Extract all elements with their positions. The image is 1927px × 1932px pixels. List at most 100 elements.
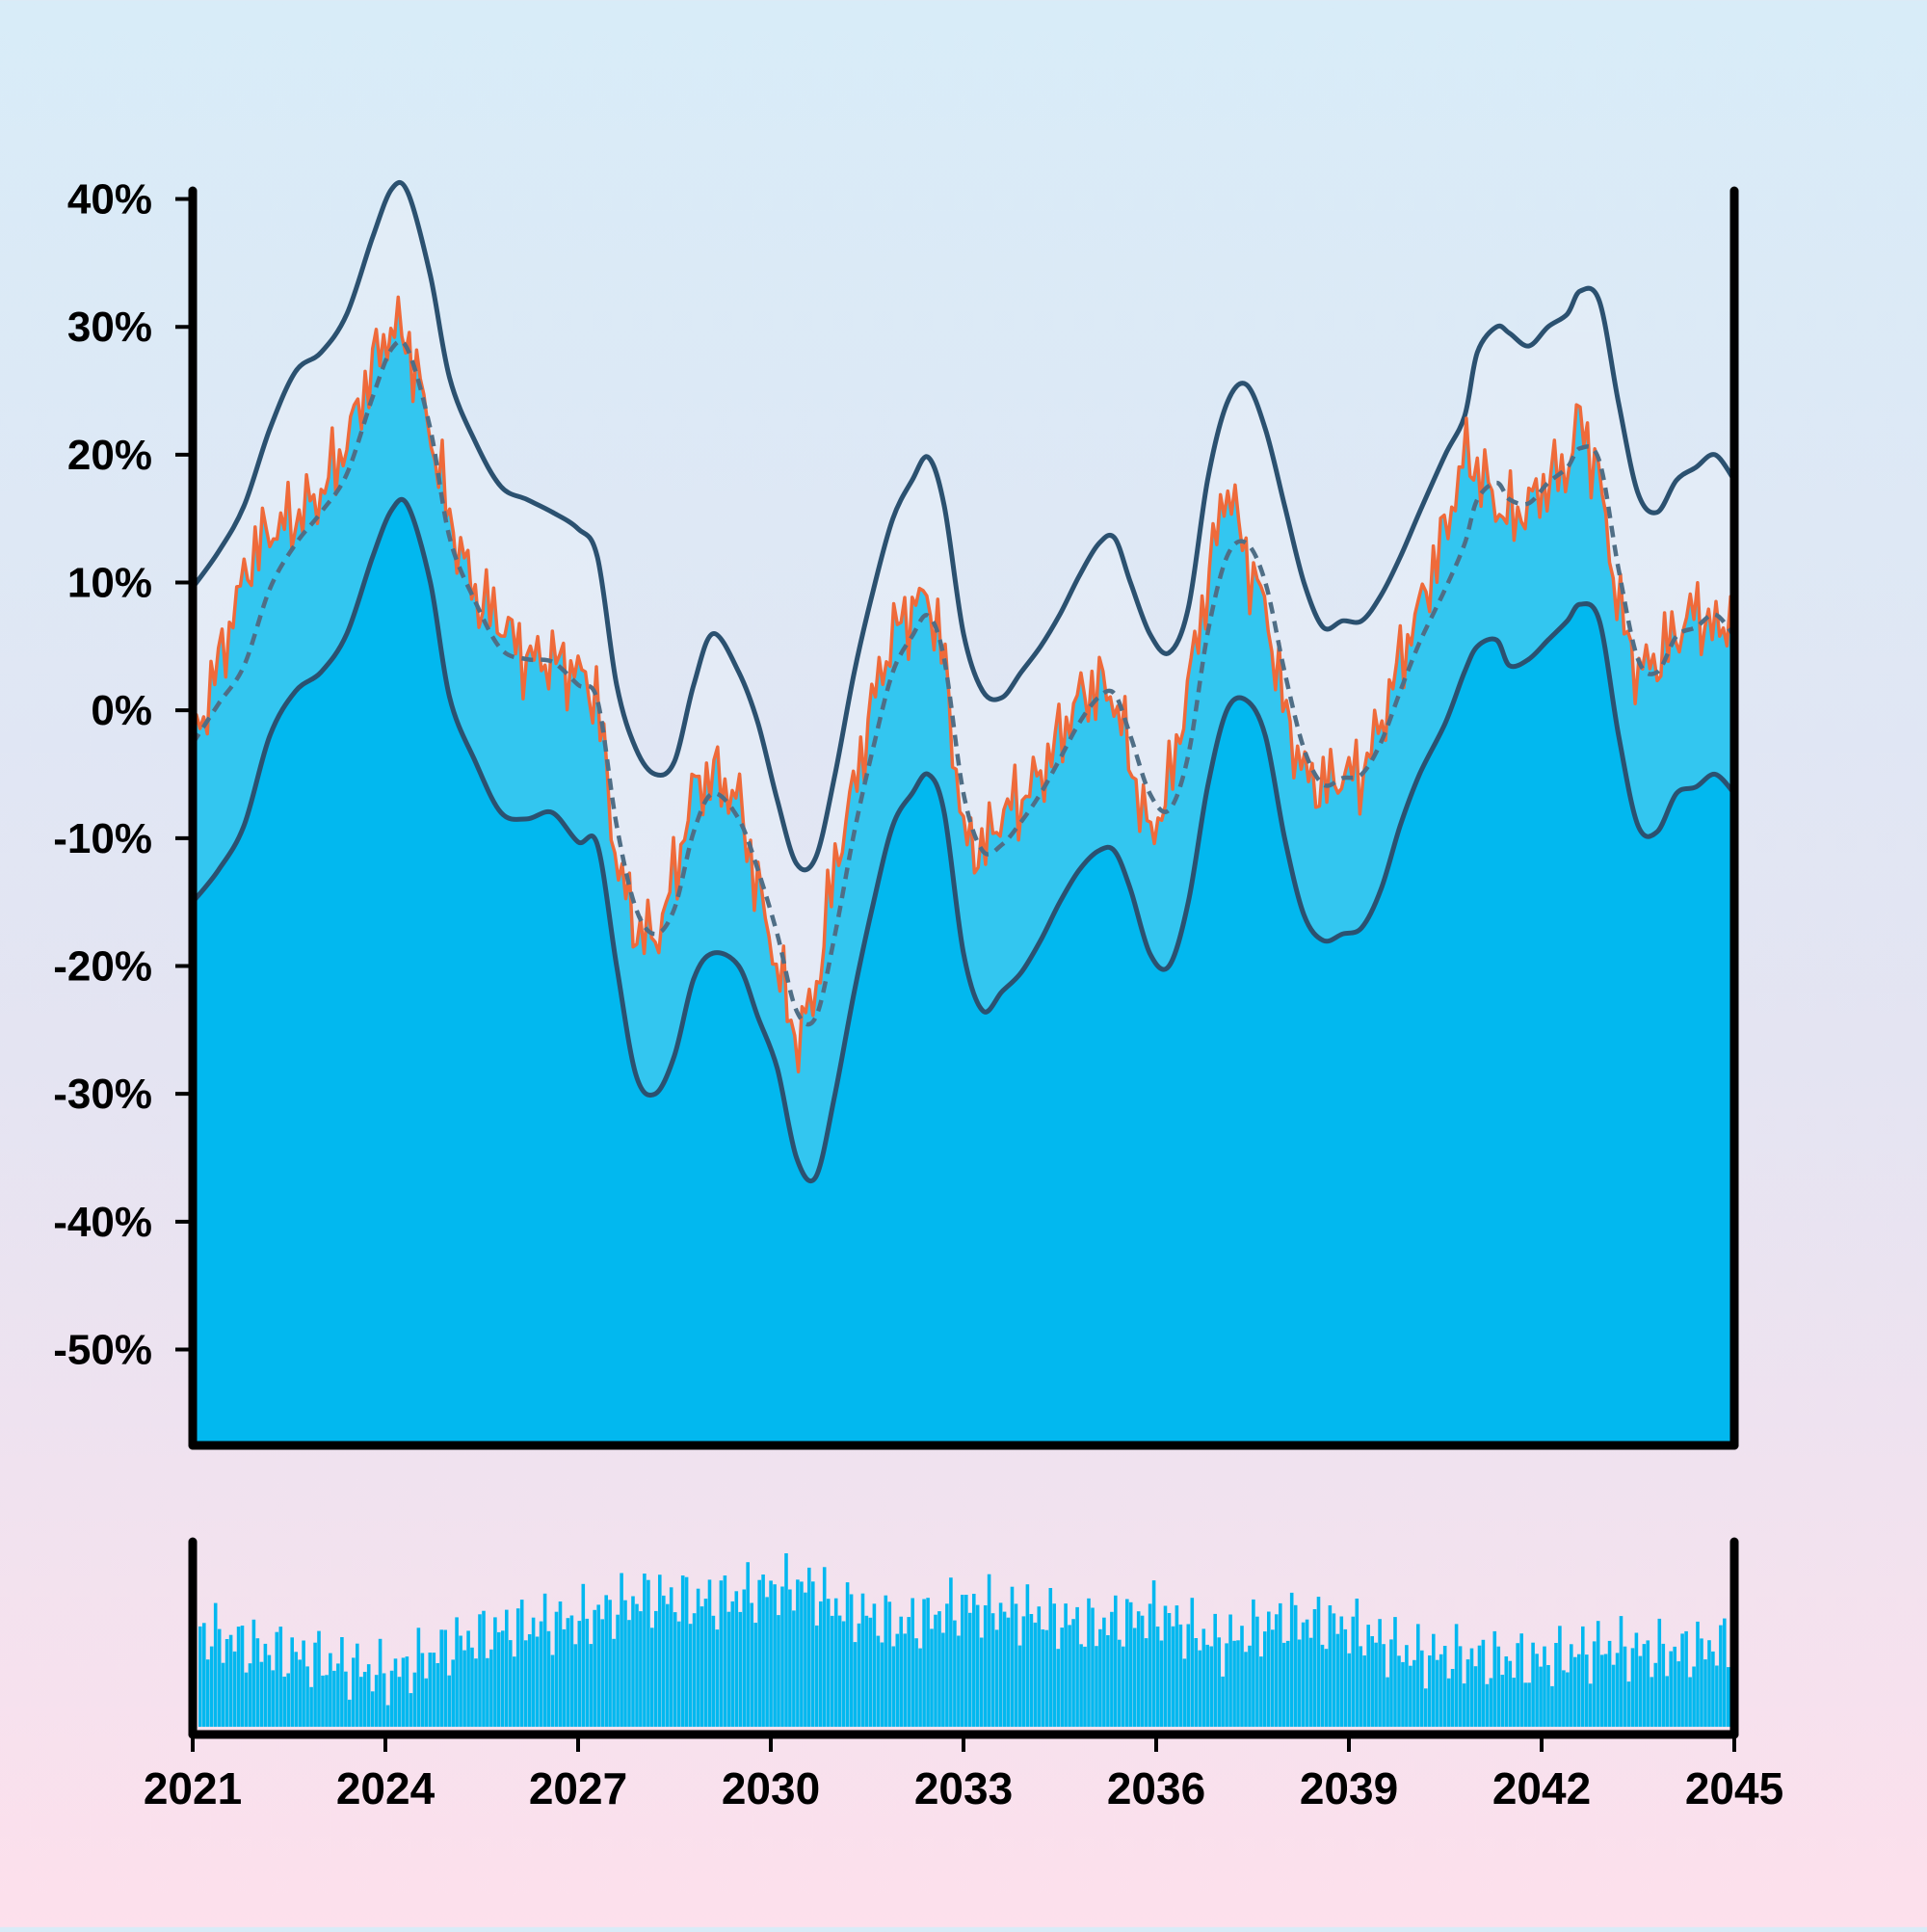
volume-bar bbox=[841, 1621, 846, 1727]
volume-bar bbox=[1393, 1617, 1397, 1727]
volume-bar bbox=[513, 1656, 516, 1727]
volume-bar bbox=[1136, 1611, 1141, 1727]
volume-bar bbox=[811, 1581, 815, 1727]
volume-bar bbox=[385, 1705, 390, 1727]
volume-bar bbox=[1236, 1640, 1240, 1727]
volume-bar bbox=[432, 1653, 436, 1727]
volume-bar bbox=[1324, 1649, 1329, 1727]
y-tick-label: -20% bbox=[53, 943, 152, 991]
volume-bar bbox=[666, 1603, 670, 1727]
volume-bar bbox=[1343, 1628, 1348, 1727]
volume-bar bbox=[1454, 1624, 1459, 1727]
volume-bar bbox=[819, 1601, 823, 1727]
volume-bar bbox=[486, 1657, 489, 1727]
volume-bar bbox=[332, 1670, 336, 1727]
volume-bar bbox=[1190, 1598, 1195, 1727]
volume-bar bbox=[937, 1611, 941, 1727]
volume-bar bbox=[263, 1643, 268, 1727]
volume-bar bbox=[493, 1617, 497, 1727]
volume-bar bbox=[1293, 1604, 1298, 1727]
volume-bar bbox=[719, 1580, 724, 1727]
volume-bar bbox=[531, 1617, 536, 1727]
volume-bar bbox=[1205, 1644, 1209, 1727]
volume-bar bbox=[765, 1597, 769, 1727]
volume-bar bbox=[734, 1591, 739, 1727]
volume-bar bbox=[1240, 1626, 1244, 1727]
volume-bar bbox=[884, 1595, 888, 1727]
volume-bar bbox=[1347, 1653, 1352, 1727]
volume-bar bbox=[309, 1686, 313, 1727]
volume-bar bbox=[1155, 1627, 1160, 1727]
volume-bar bbox=[1021, 1616, 1026, 1727]
volume-bar bbox=[321, 1675, 325, 1727]
volume-bar bbox=[1492, 1630, 1497, 1727]
volume-bar bbox=[1281, 1642, 1286, 1727]
volume-bar bbox=[527, 1634, 532, 1727]
volume-bar bbox=[209, 1646, 214, 1727]
volume-bar bbox=[1182, 1658, 1187, 1727]
volume-bar bbox=[1496, 1646, 1501, 1727]
volume-bar bbox=[692, 1613, 697, 1727]
volume-bar bbox=[348, 1699, 352, 1727]
volume-bar bbox=[317, 1630, 321, 1727]
volume-bar bbox=[1106, 1635, 1110, 1727]
volume-bar bbox=[1259, 1656, 1263, 1727]
volume-bar bbox=[1615, 1653, 1620, 1727]
volume-bar bbox=[1676, 1661, 1680, 1727]
volume-bar bbox=[1056, 1649, 1060, 1727]
volume-bar bbox=[466, 1630, 470, 1727]
volume-bar bbox=[1355, 1599, 1359, 1727]
volume-bar bbox=[1469, 1648, 1474, 1727]
volume-bar bbox=[1619, 1616, 1623, 1727]
volume-bar bbox=[1401, 1661, 1405, 1727]
volume-bar bbox=[750, 1602, 753, 1727]
volume-bar bbox=[1573, 1656, 1577, 1727]
volume-bar bbox=[302, 1640, 305, 1727]
volume-bar bbox=[497, 1631, 501, 1727]
volume-bar bbox=[1244, 1652, 1248, 1727]
volume-bar bbox=[953, 1620, 957, 1727]
volume-bar bbox=[880, 1642, 884, 1727]
volume-bar bbox=[267, 1654, 272, 1727]
volume-bar bbox=[1611, 1664, 1616, 1727]
volume-bar bbox=[696, 1588, 700, 1727]
volume-bar bbox=[1098, 1628, 1102, 1727]
volume-bar bbox=[251, 1619, 256, 1727]
volume-bar bbox=[1217, 1637, 1221, 1727]
volume-bar bbox=[1374, 1642, 1378, 1727]
volume-bar bbox=[224, 1639, 229, 1727]
volume-bar bbox=[807, 1567, 811, 1727]
volume-bar bbox=[1171, 1626, 1175, 1727]
volume-bar bbox=[236, 1627, 241, 1727]
volume-bar bbox=[1378, 1619, 1382, 1727]
volume-bar bbox=[546, 1630, 551, 1727]
volume-bar bbox=[596, 1604, 600, 1727]
volume-bar bbox=[1412, 1659, 1416, 1727]
volume-bar bbox=[961, 1595, 964, 1727]
volume-bar bbox=[620, 1573, 623, 1727]
volume-bar bbox=[286, 1673, 290, 1727]
volume-bar bbox=[1071, 1619, 1075, 1727]
volume-bar bbox=[964, 1595, 968, 1727]
volume-bar bbox=[228, 1634, 233, 1727]
volume-bar bbox=[1539, 1666, 1543, 1727]
volume-bar bbox=[1382, 1644, 1386, 1727]
volume-bar bbox=[374, 1675, 379, 1727]
volume-bar bbox=[1473, 1666, 1478, 1727]
volume-bar bbox=[1228, 1614, 1232, 1727]
volume-bar bbox=[1328, 1605, 1333, 1727]
volume-bar bbox=[934, 1614, 937, 1727]
volume-bar bbox=[643, 1574, 647, 1727]
volume-bar bbox=[455, 1617, 459, 1727]
y-tick-label: -40% bbox=[53, 1199, 152, 1246]
volume-bar bbox=[922, 1599, 926, 1727]
volume-bar bbox=[608, 1600, 612, 1727]
volume-bar bbox=[1500, 1675, 1505, 1727]
volume-bar bbox=[753, 1623, 757, 1727]
volume-bar bbox=[282, 1677, 286, 1727]
volume-bar bbox=[1052, 1603, 1056, 1727]
volume-bar bbox=[389, 1670, 394, 1727]
volume-bar bbox=[1335, 1633, 1340, 1727]
volume-bar bbox=[833, 1598, 838, 1727]
